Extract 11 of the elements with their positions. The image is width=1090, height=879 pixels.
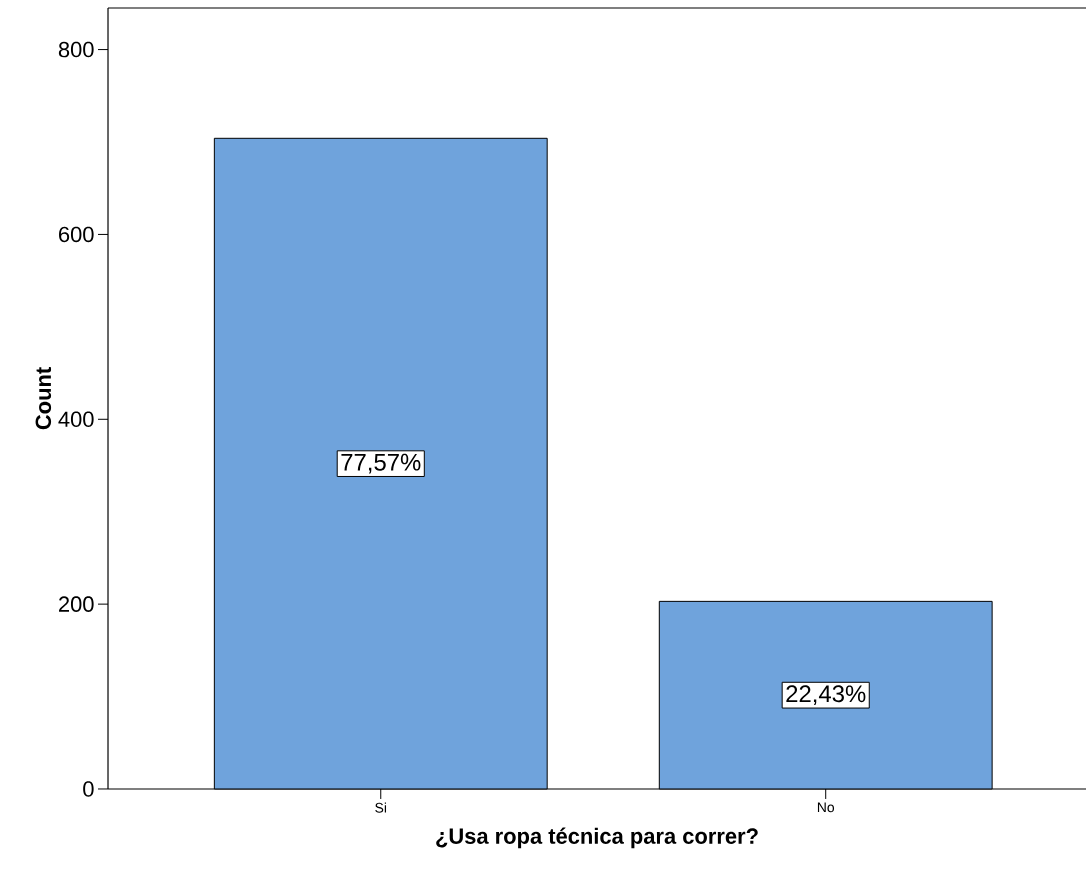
y-axis-title: Count: [35, 367, 52, 430]
y-tick-label: 400: [58, 411, 94, 428]
annotation: 77,57%: [341, 453, 421, 474]
annotation: 22,43%: [786, 685, 866, 706]
y-tick-label: 0: [83, 781, 94, 797]
x-tick-label: No: [817, 802, 835, 813]
y-tick-label: 600: [59, 226, 94, 243]
y-tick-label: 200: [59, 596, 94, 612]
x-tick-label: Si: [375, 802, 387, 813]
y-tick-label: 800: [58, 41, 94, 58]
x-axis-title: ¿Usa ropa técnica para correr?: [436, 827, 758, 849]
